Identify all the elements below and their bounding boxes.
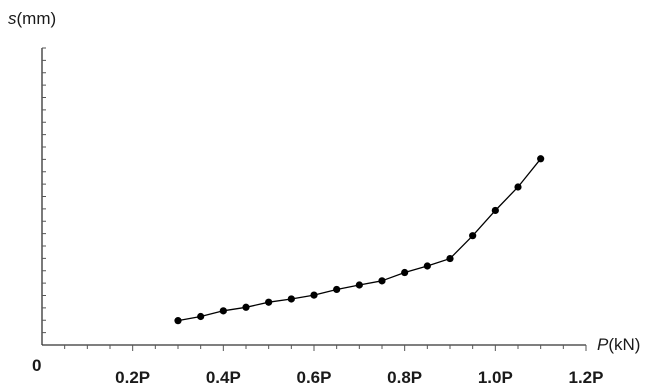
data-point [197, 312, 205, 321]
data-point [310, 291, 318, 299]
x-tick-label: 1.2P [569, 368, 604, 387]
x-axis-symbol: P [597, 335, 609, 354]
data-point [287, 295, 295, 303]
data-point [174, 317, 182, 325]
x-tick-label: 0.2P [115, 368, 150, 387]
y-axis-symbol: s [8, 9, 17, 28]
data-point [219, 307, 227, 315]
y-axis-unit: (mm) [17, 9, 57, 28]
data-point [378, 277, 386, 285]
minor-ticks [42, 47, 587, 351]
x-tick-label: 0.6P [297, 368, 332, 387]
series-line [177, 158, 542, 322]
data-point [491, 206, 499, 215]
x-tick-label: 0.4P [206, 368, 241, 387]
data-point [469, 232, 477, 240]
data-point [423, 262, 431, 270]
data-point [514, 183, 522, 191]
x-axis-label: P(kN) [597, 335, 640, 354]
x-tick-label: 0.8P [387, 368, 422, 387]
data-point [537, 155, 545, 163]
labels-layer: 0.2P 0.4P 0.6P 0.8P 1.0P 1.2P [115, 368, 603, 387]
data-point [446, 254, 454, 263]
series-layer [174, 155, 545, 325]
data-point [242, 303, 250, 311]
y-axis-label: s(mm) [8, 9, 56, 28]
x-axis-unit: (kN) [608, 335, 640, 354]
origin-label: 0 [32, 356, 41, 375]
data-point [401, 268, 409, 277]
data-point [265, 298, 273, 306]
x-tick-label: 1.0P [478, 368, 513, 387]
data-point [333, 285, 341, 294]
data-point [355, 281, 363, 289]
